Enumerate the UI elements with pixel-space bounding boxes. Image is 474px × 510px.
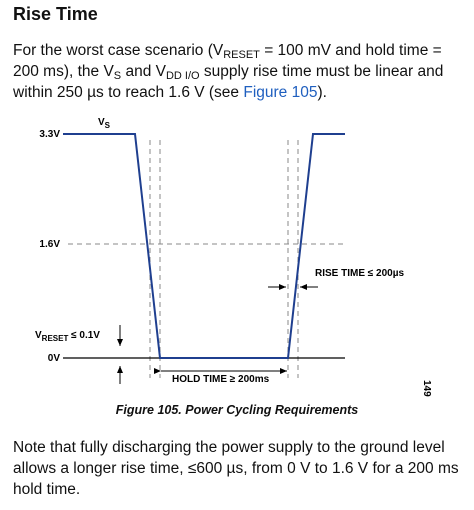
label-rise: RISE TIME ≤ 200µs (315, 268, 404, 279)
label-3v3: 3.3V (39, 129, 60, 140)
dashed-guides (68, 140, 345, 378)
sub: RESET (223, 49, 260, 61)
section-title: Rise Time (13, 4, 98, 24)
text: ≤ 0.1V (68, 330, 100, 341)
text: V (98, 117, 105, 128)
label-hold: HOLD TIME ≥ 200ms (172, 374, 270, 385)
label-vreset: VRESET ≤ 0.1V (35, 330, 100, 343)
intro: For the worst case scenario (VRESET = 10… (13, 40, 463, 103)
waveform (63, 133, 345, 359)
note: Note that fully discharging the power su… (13, 439, 459, 498)
text: supply rise time must be linear and with… (13, 63, 444, 101)
diagram: 3.3V VS 1.6V VRESET ≤ 0.1V 0V RISE TIME … (35, 117, 432, 397)
label-0v: 0V (48, 353, 61, 364)
text: For the worst case scenario (V (13, 42, 224, 59)
label-1v6: 1.6V (39, 239, 60, 250)
label-vs: VS (98, 117, 111, 130)
sub: S (113, 70, 122, 82)
sub: S (105, 121, 111, 130)
figure-link[interactable]: Figure 105 (243, 84, 318, 101)
text: V (35, 330, 42, 341)
text: = 100 mV and hold time = 200 ms), the V (13, 42, 442, 80)
sub: RESET (42, 334, 69, 343)
sub: DD I/O (165, 70, 200, 82)
figure-id: 149 (421, 380, 432, 397)
text: and V (121, 63, 166, 80)
figure-caption: Figure 105. Power Cycling Requirements (115, 403, 359, 417)
text: ). (317, 84, 327, 101)
